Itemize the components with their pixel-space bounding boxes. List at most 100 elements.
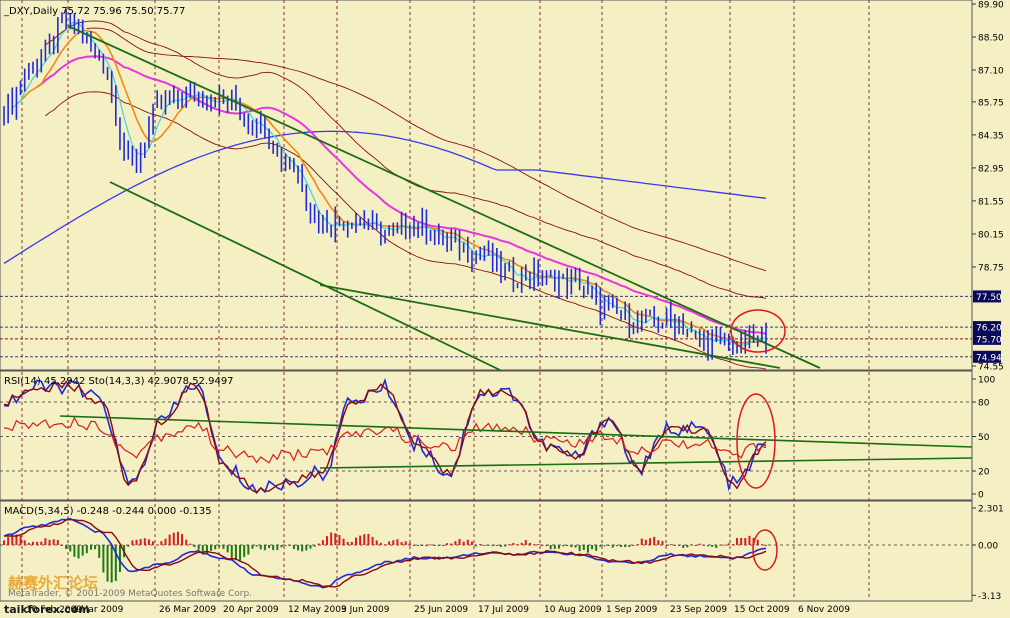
- price-highlight-circle: [730, 309, 786, 353]
- macd-hist-bar: [355, 537, 358, 545]
- macd-panel-header: MACD(5,34,5) -0.248 -0.244 0.000 -0.135: [4, 506, 212, 517]
- rsi-panel: [0, 370, 973, 501]
- price-tick-label: 81.55: [978, 197, 1004, 207]
- macd-hist-bar: [243, 545, 246, 557]
- macd-hist-bar: [524, 540, 527, 545]
- macd-hist-bar: [491, 545, 494, 547]
- macd-hist-bar: [707, 545, 710, 547]
- macd-hist-bar: [185, 539, 188, 545]
- stochastic-signal-line: [3, 380, 767, 494]
- macd-highlight-circle: [752, 529, 778, 571]
- watermark-site: taikforex.com: [4, 603, 90, 616]
- macd-hist-bar: [114, 545, 117, 581]
- macd-hist-bar: [346, 541, 349, 545]
- macd-hist-bar: [36, 541, 39, 545]
- trendline: [67, 25, 821, 369]
- rsi-tick-label: 0: [978, 491, 984, 501]
- macd-hist-bar: [176, 531, 179, 545]
- macd-hist-bar: [52, 539, 55, 545]
- macd-hist-bar: [611, 545, 614, 548]
- macd-hist-bar: [404, 541, 407, 545]
- macd-hist-bar: [649, 538, 652, 545]
- macd-hist-bar: [11, 534, 14, 545]
- price-level-lines: [0, 295, 972, 358]
- macd-hist-bar: [239, 545, 242, 561]
- rsi-trendline: [319, 457, 973, 469]
- macd-hist-bar: [516, 544, 519, 546]
- date-label: 17 Jul 2009: [478, 605, 529, 615]
- macd-hist-bar: [69, 545, 72, 552]
- macd-hist-bar: [321, 540, 324, 545]
- price-tick-label: 89.90: [978, 1, 1004, 11]
- main-price-panel: [0, 0, 973, 371]
- macd-hist-bar: [135, 539, 138, 545]
- macd-hist-bar: [557, 545, 560, 549]
- macd-hist-bar: [292, 545, 295, 550]
- rsi-stoch-lines: [3, 377, 767, 495]
- macd-hist-bar: [740, 537, 743, 545]
- macd-hist-bar: [644, 539, 647, 545]
- macd-hist-bar: [454, 541, 457, 545]
- macd-hist-bar: [537, 543, 540, 545]
- macd-hist-bar: [665, 545, 668, 546]
- price-tick-label: 80.15: [978, 230, 1004, 240]
- date-label: 1 Sep 2009: [606, 605, 658, 615]
- macd-hist-bar: [44, 538, 47, 545]
- macd-hist-bar: [222, 545, 225, 549]
- macd-hist-bar: [218, 545, 221, 548]
- macd-hist-bar: [350, 542, 353, 545]
- macd-hist-bar: [549, 545, 552, 550]
- date-label: 4 Mar 2009: [72, 605, 124, 615]
- date-label: 15 Oct 2009: [734, 605, 790, 615]
- macd-hist-bar: [678, 545, 681, 547]
- macd-hist-bar: [152, 541, 155, 545]
- macd-hist-bar: [495, 545, 498, 546]
- date-label: 6 Nov 2009: [798, 605, 850, 615]
- macd-hist-bar: [624, 545, 627, 548]
- macd-hist-bar: [669, 544, 672, 546]
- macd-hist-bar: [160, 541, 163, 545]
- price-level-box: [973, 332, 1001, 345]
- watermark-chinese: 赫赛外汇论坛: [8, 574, 98, 592]
- macd-hist-bar: [499, 545, 502, 547]
- macd-hist-bar: [19, 535, 22, 545]
- macd-main-line: [3, 517, 767, 589]
- date-label: 12 May 2009: [288, 605, 347, 615]
- macd-hist-bar: [591, 545, 594, 550]
- macd-hist-bar: [582, 545, 585, 550]
- rsi-panel-header: RSI(14) 45.2942 Sto(14,3,3) 42.9078 52.9…: [4, 376, 234, 387]
- price-level-label: 77.50: [976, 293, 1002, 303]
- macd-hist-bar: [686, 545, 689, 548]
- macd-hist-bar: [3, 540, 5, 545]
- macd-hist-bar: [441, 545, 444, 546]
- macd-hist-bar: [139, 538, 142, 545]
- price-tick-label: 84.35: [978, 131, 1004, 141]
- macd-hist-bar: [94, 545, 97, 550]
- rsi-trendline: [59, 415, 973, 448]
- macd-hist-bar: [7, 537, 10, 545]
- macd-lines: [3, 517, 767, 589]
- macd-hist-bar: [65, 545, 68, 549]
- macd-hist-bar: [562, 545, 565, 547]
- rsi-tick-label: 50: [978, 433, 990, 443]
- date-label: 23 Sep 2009: [670, 605, 727, 615]
- macd-hist-bar: [259, 545, 262, 550]
- macd-hist-bar: [313, 545, 316, 547]
- macd-hist-bar: [89, 545, 92, 550]
- macd-hist-bar: [487, 544, 490, 546]
- macd-hist-bar: [570, 545, 573, 548]
- macd-hist-bar: [230, 545, 233, 558]
- envelope-long: [86, 27, 767, 272]
- macd-hist-bar: [458, 539, 461, 545]
- macd-hist-bar: [363, 534, 366, 545]
- macd-hist-bar: [102, 545, 105, 573]
- macd-hist-bar: [27, 542, 30, 545]
- price-tick-label: 87.10: [978, 67, 1004, 77]
- price-level-box: [973, 350, 1001, 363]
- macd-hist-bar: [595, 545, 598, 551]
- macd-hist-bar: [234, 545, 237, 561]
- macd-axis: 2.301 0.00 -3.13: [972, 505, 1004, 602]
- macd-hist-bar: [640, 538, 643, 545]
